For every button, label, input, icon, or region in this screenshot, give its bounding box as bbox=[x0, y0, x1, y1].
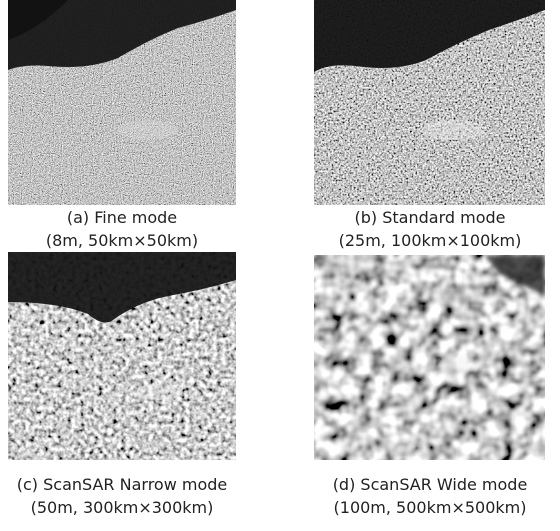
caption: (c) ScanSAR Narrow mode (50m, 300km×300k… bbox=[0, 473, 272, 519]
caption: (b) Standard mode (25m, 100km×100km) bbox=[280, 206, 560, 252]
caption: (d) ScanSAR Wide mode (100m, 500km×500km… bbox=[280, 473, 560, 519]
caption-label: (a) Fine mode bbox=[0, 206, 272, 229]
figure: (a) Fine mode (8m, 50km×50km) (b) Standa… bbox=[0, 0, 560, 531]
caption-detail: (100m, 500km×500km) bbox=[280, 496, 560, 519]
sar-image-scansar-narrow bbox=[8, 252, 236, 460]
caption-label: (c) ScanSAR Narrow mode bbox=[0, 473, 272, 496]
caption-label: (d) ScanSAR Wide mode bbox=[280, 473, 560, 496]
sar-image-fine bbox=[8, 0, 236, 205]
caption-detail: (25m, 100km×100km) bbox=[280, 229, 560, 252]
caption-label: (b) Standard mode bbox=[280, 206, 560, 229]
caption-detail: (50m, 300km×300km) bbox=[0, 496, 272, 519]
caption-detail: (8m, 50km×50km) bbox=[0, 229, 272, 252]
sar-image-scansar-wide bbox=[314, 255, 545, 460]
sar-image-standard bbox=[314, 0, 545, 205]
caption: (a) Fine mode (8m, 50km×50km) bbox=[0, 206, 272, 252]
